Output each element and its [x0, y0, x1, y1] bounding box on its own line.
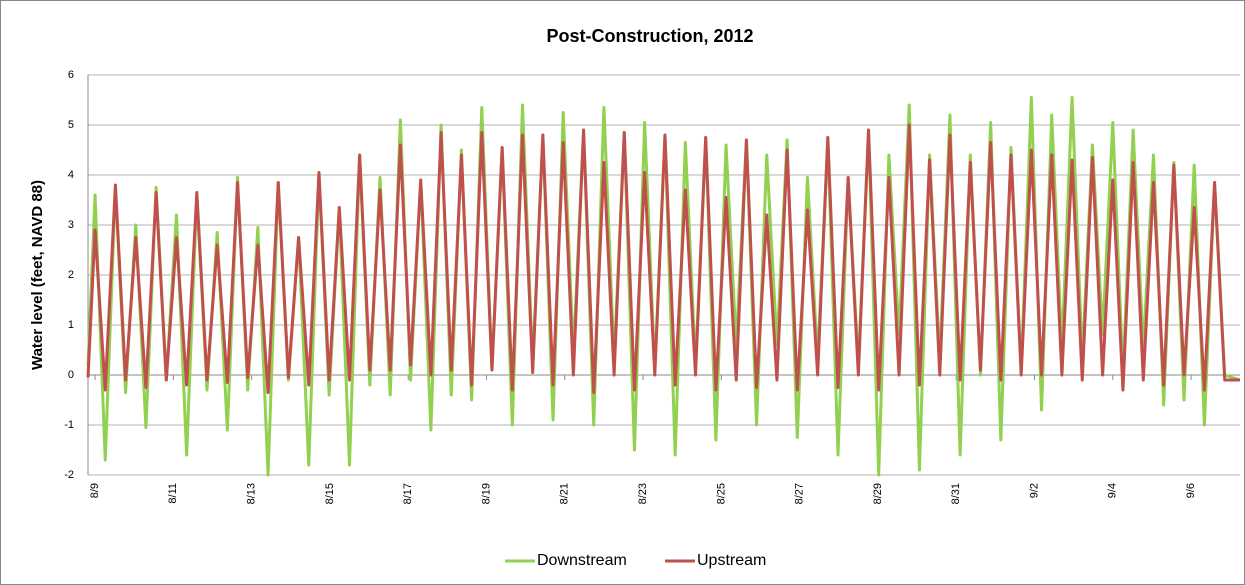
- x-tick-label: 8/13: [246, 483, 258, 504]
- x-tick-label: 8/15: [324, 483, 336, 504]
- x-tick-label: 9/4: [1107, 483, 1119, 498]
- y-tick-label: 1: [68, 319, 74, 331]
- x-tick-label: 8/31: [950, 483, 962, 504]
- legend-label: Downstream: [537, 552, 627, 569]
- x-tick-label: 8/17: [402, 483, 414, 504]
- x-tick-label: 8/19: [480, 483, 492, 504]
- legend-label: Upstream: [697, 552, 766, 569]
- y-tick-label: 0: [68, 369, 74, 381]
- y-tick-label: 2: [68, 269, 74, 281]
- y-tick-label: 3: [68, 219, 74, 231]
- x-tick-label: 8/21: [559, 483, 571, 504]
- series-line: [86, 123, 1240, 394]
- y-axis-label: Water level (feet, NAVD 88): [29, 180, 46, 370]
- y-tick-label: -1: [64, 419, 74, 431]
- x-tick-label: 9/6: [1185, 483, 1197, 498]
- chart-title: Post-Construction, 2012: [546, 26, 753, 46]
- y-tick-label: -2: [64, 469, 74, 481]
- x-tick-label: 8/27: [794, 483, 806, 504]
- x-tick-label: 8/23: [637, 483, 649, 504]
- x-tick-label: 8/25: [715, 483, 727, 504]
- x-tick-label: 9/2: [1028, 483, 1040, 498]
- y-tick-label: 5: [68, 119, 74, 131]
- x-tick-label: 8/11: [167, 483, 179, 504]
- y-tick-label: 6: [68, 69, 74, 81]
- x-tick-label: 8/9: [89, 483, 101, 498]
- x-tick-label: 8/29: [872, 483, 884, 504]
- y-tick-label: 4: [68, 169, 74, 181]
